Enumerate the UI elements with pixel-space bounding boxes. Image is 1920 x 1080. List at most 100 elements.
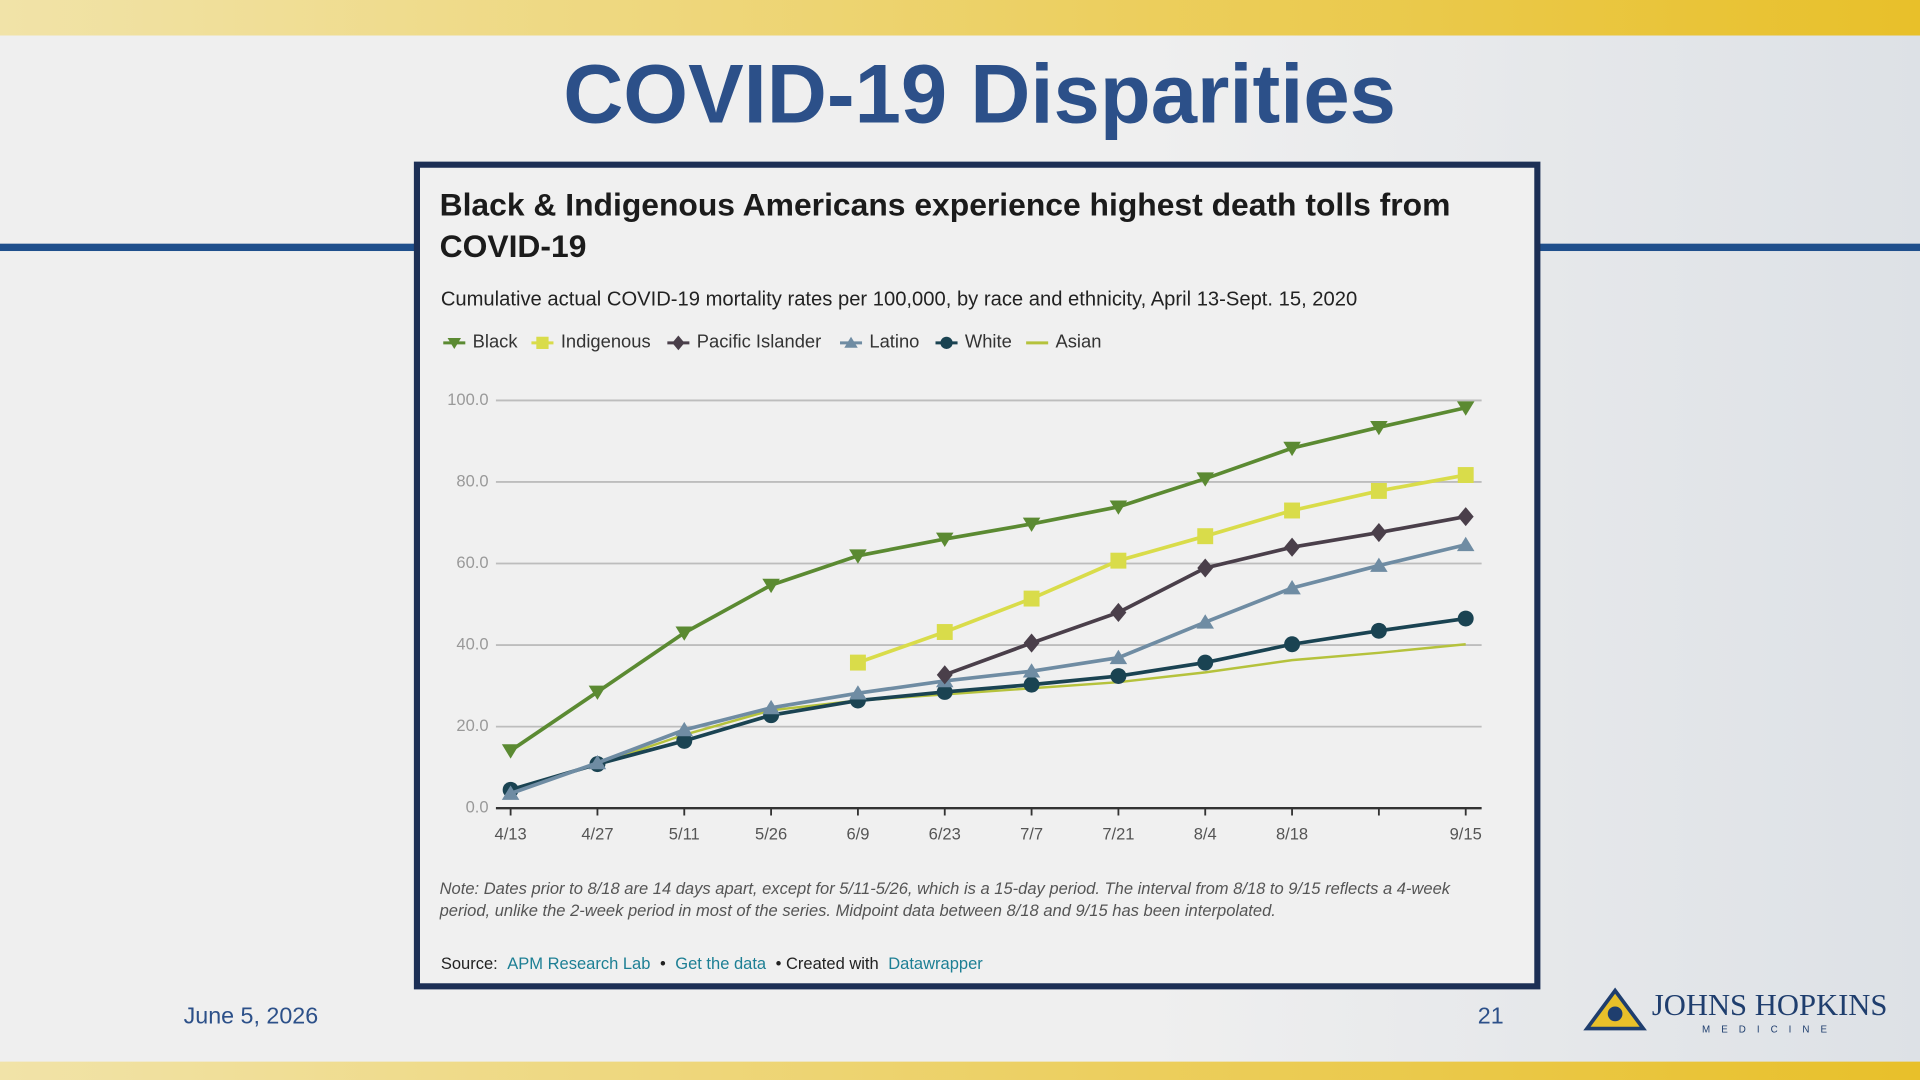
data-point <box>501 744 520 759</box>
bottom-band <box>0 1061 1920 1080</box>
legend-label: Black <box>473 331 519 352</box>
legend-swatch <box>672 335 685 351</box>
data-point <box>1022 663 1041 678</box>
legend-label: Latino <box>869 331 919 352</box>
slide-title: COVID-19 Disparities <box>563 47 1396 140</box>
legend-swatch <box>536 336 549 349</box>
y-tick-label: 80.0 <box>456 471 488 490</box>
data-point <box>1110 602 1127 622</box>
x-tick-label: 5/26 <box>755 824 787 843</box>
data-point <box>588 754 607 770</box>
chart-title-box: Black & Indigenous Americans experience … <box>439 186 1451 265</box>
logo: JOHNS HOPKINS MEDICINE <box>1583 987 1888 1035</box>
data-point <box>1284 636 1301 653</box>
data-point <box>1456 401 1475 416</box>
data-link[interactable]: Get the data <box>675 954 767 973</box>
data-point <box>1283 441 1301 457</box>
legend-label: White <box>965 331 1012 352</box>
x-tick-label: 7/21 <box>1102 824 1134 843</box>
y-tick-label: 100.0 <box>447 390 488 409</box>
data-point <box>1197 558 1214 578</box>
data-point <box>501 785 520 800</box>
data-point <box>1109 649 1128 665</box>
data-point <box>1370 557 1388 572</box>
data-point <box>936 624 953 640</box>
data-point <box>588 685 607 700</box>
series-line <box>509 405 1467 753</box>
note-box: Note: Dates prior to 8/18 are 14 days ap… <box>439 879 1451 920</box>
data-point <box>936 683 953 700</box>
data-point <box>1284 537 1301 557</box>
data-point <box>1110 668 1127 685</box>
series-line <box>510 542 1467 796</box>
source-org[interactable]: APM Research Lab <box>507 954 650 973</box>
chart-subtitle: Cumulative actual COVID-19 mortality rat… <box>441 288 1357 310</box>
y-tick-label: 20.0 <box>456 716 488 735</box>
data-point <box>849 654 866 671</box>
data-point <box>1370 522 1387 543</box>
data-point <box>1196 614 1214 629</box>
series-line <box>510 643 1466 793</box>
legend-swatch <box>447 337 462 349</box>
x-tick-label: 6/9 <box>846 824 869 843</box>
data-point <box>935 532 954 548</box>
data-point <box>1283 580 1301 595</box>
data-point <box>1196 472 1214 487</box>
x-tick-label: 6/23 <box>929 824 961 843</box>
x-tick-label: 5/11 <box>669 824 700 843</box>
created-with: • Created with <box>776 954 879 973</box>
source-label: Source: <box>441 954 498 973</box>
data-point <box>675 721 694 737</box>
chart-frame <box>413 161 1541 990</box>
chart-title: Black & Indigenous Americans experience … <box>439 186 1451 265</box>
data-point <box>1023 590 1040 607</box>
legend-label: Indigenous <box>561 331 651 352</box>
data-point <box>762 578 780 594</box>
x-tick-label: 8/4 <box>1194 824 1217 843</box>
x-tick-label: 9/15 <box>1450 824 1482 843</box>
data-point <box>1110 552 1127 569</box>
x-tick-label: 4/13 <box>495 824 527 843</box>
data-point <box>1456 536 1475 552</box>
data-point <box>936 665 953 685</box>
source-sep: • <box>660 954 666 973</box>
slide-date: June 5, 2026 <box>184 1003 318 1029</box>
data-point <box>1109 500 1128 515</box>
legend-swatch <box>844 336 858 348</box>
data-point <box>1457 610 1474 627</box>
x-tick-label: 8/18 <box>1276 824 1308 843</box>
data-point <box>1197 654 1214 671</box>
legend-swatch <box>940 336 953 349</box>
data-point <box>1370 420 1388 436</box>
plot: 0.0 20.0 40.0 60.0 80.0 100.0 4/13 4/27 5/11 5/26… <box>443 331 1482 843</box>
data-point <box>1197 528 1214 545</box>
data-point <box>1022 517 1041 532</box>
source-line: Source: APM Research Lab • Get the data … <box>441 954 983 973</box>
data-point <box>762 699 780 715</box>
legend-label: Asian <box>1056 331 1102 352</box>
logo-name: JOHNS HOPKINS <box>1652 988 1888 1022</box>
data-point <box>1457 507 1474 527</box>
data-point <box>1023 676 1040 693</box>
x-tick-label: 7/7 <box>1020 824 1043 843</box>
chart-note: Note: Dates prior to 8/18 are 14 days ap… <box>439 879 1451 920</box>
y-tick-label: 40.0 <box>456 634 488 653</box>
logo-dome <box>1607 1006 1623 1022</box>
top-band <box>0 0 1920 36</box>
y-tick-label: 60.0 <box>456 553 488 572</box>
x-tick-label: 4/27 <box>581 824 613 843</box>
legend-label: Pacific Islander <box>697 331 822 352</box>
data-point <box>849 685 867 700</box>
page-number: 21 <box>1478 1003 1504 1029</box>
data-point <box>1370 482 1387 499</box>
series-line <box>857 473 1467 665</box>
series-line <box>510 616 1466 792</box>
tool-link[interactable]: Datawrapper <box>888 954 983 973</box>
logo-sub: MEDICINE <box>1702 1024 1838 1035</box>
data-point <box>1457 467 1474 483</box>
data-point <box>849 549 867 564</box>
data-point <box>675 626 694 641</box>
